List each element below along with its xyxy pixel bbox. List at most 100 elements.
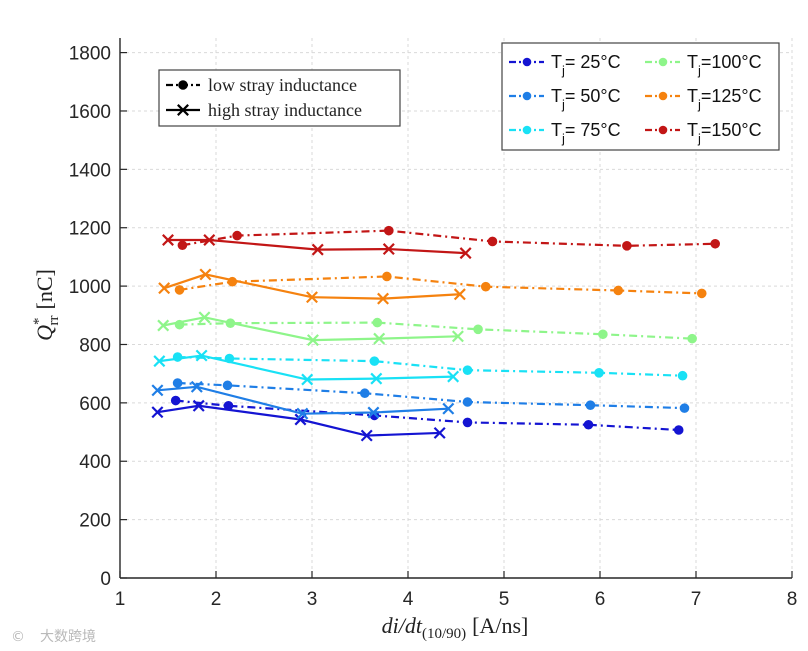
x-tick-label: 1 <box>115 589 126 610</box>
y-tick-label: 600 <box>79 394 111 415</box>
data-point <box>622 241 632 251</box>
temp-legend-entry: Tj=125°C <box>645 86 762 112</box>
data-point <box>459 247 472 260</box>
temp-legend-label: Tj=100°C <box>687 52 762 78</box>
x-marker-stroke <box>158 282 171 295</box>
x-label-main: di/dt <box>382 613 423 638</box>
data-point <box>372 317 383 328</box>
x-marker-stroke <box>360 429 373 442</box>
data-point <box>153 355 166 368</box>
x-marker-stroke <box>153 355 166 368</box>
x-marker-stroke <box>203 234 216 246</box>
x-label-sub: (10/90) <box>422 626 466 642</box>
temp-legend-entry: Tj=150°C <box>645 120 762 146</box>
x-marker-stroke <box>177 104 189 116</box>
temp-legend-value: =150°C <box>701 120 762 140</box>
temp-legend-sub: j <box>697 63 701 78</box>
series-layer <box>151 225 721 442</box>
x-marker-stroke <box>382 243 395 256</box>
data-point <box>433 426 446 439</box>
temp-legend-entry: Tj= 75°C <box>509 120 621 146</box>
x-marker-stroke <box>442 402 455 415</box>
temp-legend-prefix: T <box>551 86 562 106</box>
temp-legend-prefix: T <box>551 52 562 72</box>
watermark-text: 大数跨境 <box>40 629 96 645</box>
data-point <box>232 230 242 241</box>
temp-legend-value: = 25°C <box>565 52 621 72</box>
data-point <box>473 324 483 335</box>
data-point <box>301 373 314 386</box>
style-legend-label: high stray inductance <box>208 100 362 120</box>
series-low-6 <box>174 317 697 344</box>
data-point <box>442 402 455 415</box>
data-point <box>151 406 164 419</box>
temp-legend-sub: j <box>697 97 701 112</box>
data-point <box>594 368 604 378</box>
data-point <box>195 349 208 362</box>
y-tick-label: 1400 <box>69 160 111 181</box>
temp-legend-value: = 75°C <box>565 120 621 140</box>
y-tick-label: 0 <box>100 569 111 590</box>
temp-legend-prefix: T <box>551 120 562 140</box>
series-high-11 <box>162 234 472 260</box>
series-high-3 <box>151 380 455 420</box>
data-point <box>306 334 319 347</box>
legend-marker-sample <box>177 104 189 116</box>
data-point <box>203 234 216 246</box>
series-high-5 <box>153 349 460 386</box>
data-point <box>480 281 491 292</box>
x-marker-stroke <box>433 426 446 439</box>
data-point <box>462 365 473 375</box>
data-point <box>583 419 594 430</box>
data-point <box>710 238 721 249</box>
data-point <box>487 236 498 247</box>
watermark-logo: © <box>11 629 25 645</box>
x-marker-stroke <box>370 372 383 385</box>
data-point <box>190 380 203 393</box>
data-point <box>172 378 183 388</box>
x-marker-stroke <box>195 349 208 362</box>
data-point <box>687 333 697 344</box>
y-tick-label: 1200 <box>69 219 111 240</box>
data-point <box>158 282 171 295</box>
style-legend-box <box>158 69 401 127</box>
y-label-main: Q <box>32 325 57 341</box>
data-point <box>377 292 390 305</box>
series-line <box>179 275 702 295</box>
temp-legend-label: Tj= 50°C <box>551 86 621 112</box>
data-point <box>306 291 318 304</box>
data-point <box>370 372 383 385</box>
data-point <box>369 356 380 366</box>
data-point <box>360 388 370 399</box>
x-marker-stroke <box>151 406 164 419</box>
x-marker-stroke <box>306 291 318 304</box>
x-marker-stroke <box>373 332 386 345</box>
x-marker-stroke <box>377 292 390 305</box>
data-point <box>462 417 473 428</box>
x-marker-stroke <box>451 330 464 343</box>
series-line <box>177 355 683 377</box>
style-legend-entry: low stray inductance <box>166 75 357 95</box>
y-label-sub: rr <box>46 315 62 325</box>
x-marker-stroke <box>157 319 170 332</box>
data-point <box>296 407 309 420</box>
y-tick-label: 800 <box>79 335 111 356</box>
x-marker-stroke <box>453 288 466 301</box>
legend-marker-sample <box>178 80 188 90</box>
x-marker-stroke <box>311 243 324 256</box>
data-point <box>373 332 386 345</box>
data-point <box>677 370 688 381</box>
data-point <box>453 288 466 301</box>
style-legend-label: low stray inductance <box>208 75 357 95</box>
data-point <box>673 425 684 435</box>
x-marker-stroke <box>162 234 174 246</box>
x-tick-label: 2 <box>211 589 222 610</box>
temp-legend-sub: j <box>561 97 565 112</box>
data-point <box>585 400 596 411</box>
labels-layer: 1 2 3 4 5 6 7 8 0 200 400 600 800 1000 1200 1400 1600 180… <box>31 44 797 642</box>
x-tick-label: 5 <box>499 589 510 610</box>
x-axis-label: di/dt(10/90) [A/ns] <box>382 613 529 642</box>
temp-legend-prefix: T <box>687 120 698 140</box>
data-point <box>367 406 380 419</box>
